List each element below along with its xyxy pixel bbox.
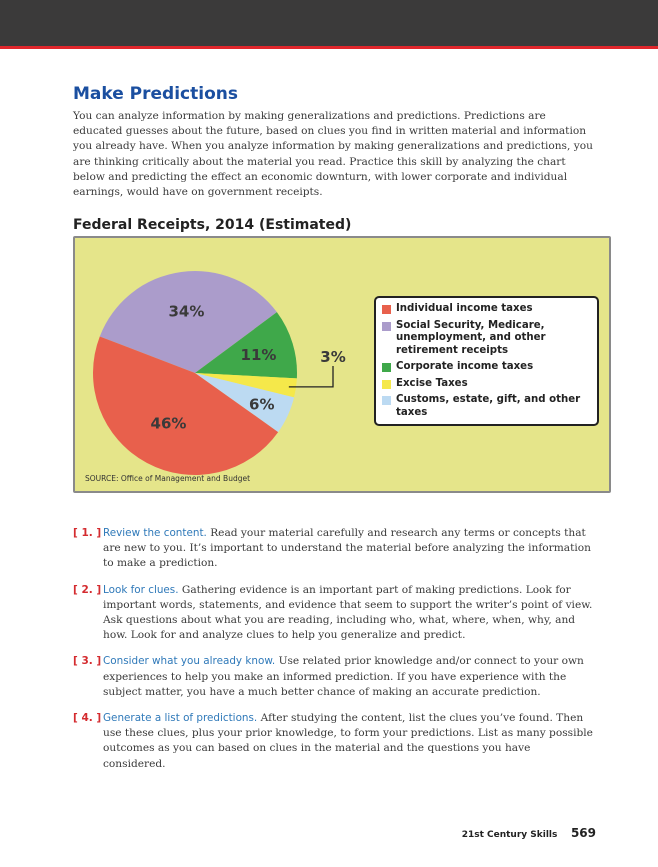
step-text: After studying the content, list the clu… (103, 712, 593, 770)
legend-item: Individual income taxes (382, 303, 591, 316)
legend-swatch (382, 305, 391, 314)
legend-item: Excise Taxes (382, 378, 591, 391)
slice-label: 3% (320, 348, 345, 366)
pie-slice (195, 312, 297, 379)
page-footer: 21st Century Skills 569 (462, 822, 596, 841)
pie-chart: 46% 34% 11% 6% 3% (92, 271, 346, 475)
top-banner (0, 0, 658, 46)
pie-slice (195, 373, 295, 433)
legend-label: Social Security, Medicare, unemployment,… (396, 319, 546, 356)
legend-item: Social Security, Medicare, unemployment,… (382, 320, 591, 358)
slice-label: 11% (241, 346, 277, 364)
step-text: Gathering evidence is an important part … (103, 583, 593, 642)
list-item: [ 1. ] Review the content. Read your mat… (73, 526, 593, 572)
step-text: Read your material carefully and researc… (103, 527, 591, 570)
legend-swatch (382, 396, 391, 405)
step-number: [ 2. ] (73, 583, 102, 596)
callout-line (288, 366, 334, 388)
top-banner-accent (0, 46, 658, 49)
step-heading: Review the content. (103, 527, 207, 539)
step-heading: Generate a list of predictions. (103, 712, 258, 725)
list-item: [ 3. ] Consider what you already know. U… (73, 654, 593, 700)
slice-label: 34% (168, 302, 204, 320)
legend-item: Customs, estate, gift, and other taxes (382, 394, 591, 419)
slice-label: 46% (151, 414, 187, 432)
step-heading: Consider what you already know. (103, 655, 276, 668)
chart-title: Federal Receipts, 2014 (Estimated) (73, 217, 352, 233)
page-title: Make Predictions (73, 84, 238, 104)
chart-source: SOURCE: Office of Management and Budget (85, 474, 251, 483)
legend-label: Customs, estate, gift, and other taxes (396, 394, 581, 418)
legend-label: Corporate income taxes (396, 361, 534, 372)
intro-paragraph: You can analyze information by making ge… (73, 110, 593, 199)
list-item: [ 2. ] Look for clues. Gathering evidenc… (73, 583, 593, 644)
step-text: Use related prior knowledge and/or conne… (103, 655, 584, 698)
legend-label: Individual income taxes (396, 303, 533, 314)
pie-slice (195, 373, 297, 398)
legend-swatch (382, 363, 391, 372)
legend-swatch (382, 321, 391, 331)
step-number: [ 3. ] (73, 655, 102, 668)
legend-label: Excise Taxes (396, 377, 468, 389)
slice-label: 6% (249, 396, 274, 414)
step-number: [ 1. ] (73, 527, 102, 539)
legend-swatch (382, 379, 391, 389)
chart-legend: Individual income taxes Social Security,… (374, 296, 599, 426)
legend-item: Corporate income taxes (382, 361, 591, 374)
step-number: [ 4. ] (73, 712, 102, 725)
page-number: 569 (570, 826, 596, 840)
list-item: [ 4. ] Generate a list of predictions. A… (73, 711, 593, 772)
pie-slice (92, 336, 279, 475)
footer-section: 21st Century Skills (461, 830, 558, 840)
chart-panel: 46% 34% 11% 6% 3% Individual income taxes So… (73, 236, 611, 493)
step-heading: Look for clues. (103, 583, 179, 596)
pie-slice (99, 271, 277, 373)
steps-list: [ 1. ] Review the content. Read your mat… (73, 526, 593, 783)
